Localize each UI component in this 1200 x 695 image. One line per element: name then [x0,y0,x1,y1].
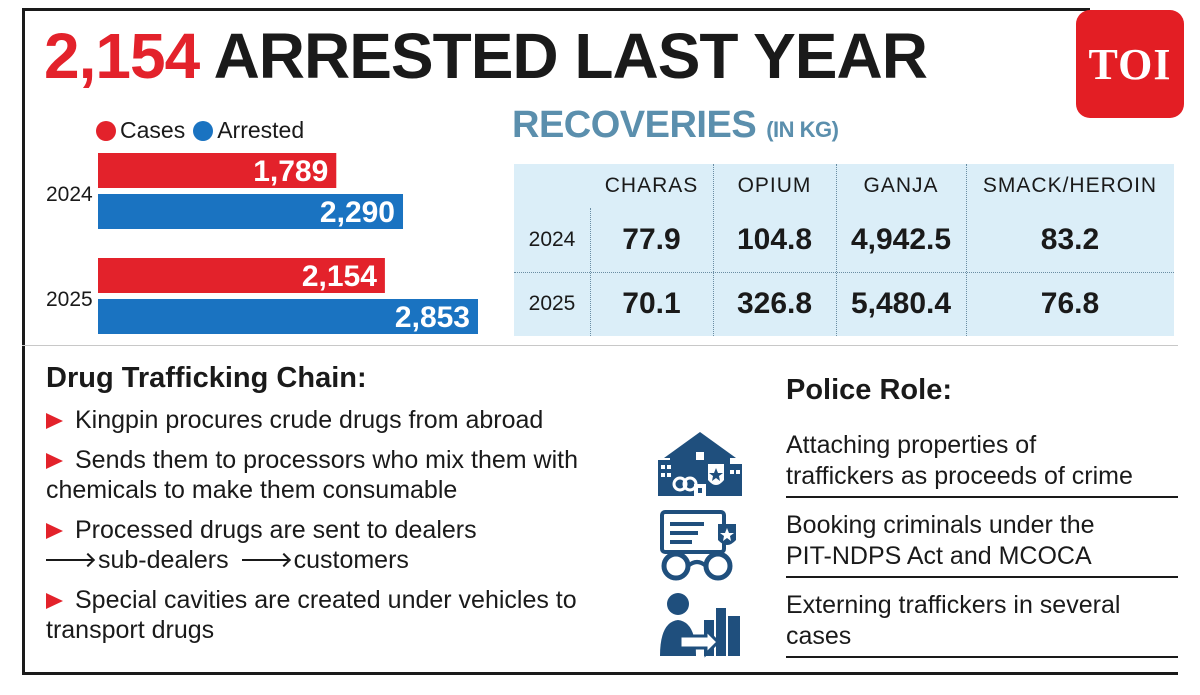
bottom-rule [22,672,1178,675]
bar-value-label: 1,789 [253,155,328,188]
bar-arrested-2024 [98,194,404,229]
table-cell: 4,942.5 [850,223,952,256]
table-row-year: 2025 [528,292,576,315]
headline-text: ARRESTED LAST YEAR [213,20,928,92]
legend-label-arrested: Arrested [217,117,305,143]
section-divider [22,345,1178,346]
chain-item-sub1: sub-dealers [98,546,229,574]
table-row: 2024 77.9 104.8 4,942.5 83.2 [514,208,1174,272]
table-header-opium: OPIUM [737,174,812,197]
externment-icon [660,593,740,658]
chart-legend: Cases Arrested [96,117,312,144]
legend-swatch-cases [96,120,116,141]
police-role-underline [786,496,1178,498]
police-role-text: Externing traffickers in several cases [786,591,1121,650]
list-item: Processed drugs are sent to dealers sub-… [46,515,606,575]
police-role-underline [786,656,1178,658]
table-cell: 77.9 [622,223,681,256]
table-cell: 104.8 [736,223,813,256]
table-col-divider [836,164,837,336]
red-arrow-icon [46,413,63,429]
table-cell: 70.1 [622,287,681,320]
recoveries-title-text: RECOVERIES [512,104,757,146]
red-arrow-icon [46,523,63,539]
property-seizure-icon [658,432,742,496]
table-col-divider [713,164,714,336]
headline: 2,154 ARRESTED LAST YEAR [44,14,928,98]
legend-item-cases: Cases [96,117,185,144]
bar-value-label: 2,290 [320,196,395,229]
table-cell: 83.2 [1040,223,1100,256]
list-item: Kingpin procures crude drugs from abroad [46,405,606,435]
year-label-2025: 2025 [46,288,93,311]
recoveries-title: RECOVERIES (IN KG) [512,104,839,147]
police-role-text: Booking criminals under the PIT-NDPS Act… [786,511,1095,570]
chain-item-text: Kingpin procures crude drugs from abroad [75,406,544,434]
toi-logo: TOI [1076,10,1184,118]
table-row-divider [514,272,1174,273]
red-arrow-icon [46,593,63,609]
table-header-year [514,164,590,208]
recoveries-unit: (IN KG) [766,117,839,142]
bar-value-label: 2,154 [302,260,377,293]
police-role-title: Police Role: [786,374,952,406]
long-arrow-icon [46,559,92,561]
list-item: Special cavities are created under vehic… [46,585,606,645]
cases-arrested-bar-chart: 2024 1,789 2,290 2025 2,154 2,853 [46,153,478,334]
headline-number: 2,154 [44,20,200,92]
bar-cases-2025 [98,258,385,293]
chain-item-text: Special cavities are created under vehic… [46,586,577,644]
chain-item-text: Processed drugs are sent to dealers [75,516,477,544]
list-item: Sends them to processors who mix them wi… [46,445,606,505]
chain-item-sub2: customers [293,546,409,574]
chain-item-text: Sends them to processors who mix them wi… [46,446,578,504]
table-cell: 76.8 [1040,287,1100,320]
table-header-smack-heroin: SMACK/HEROIN [982,174,1158,197]
toi-logo-text: TOI [1088,39,1172,89]
legend-item-arrested: Arrested [193,117,304,144]
long-arrow-icon [241,559,288,561]
bar-arrested-2025 [98,299,478,334]
table-header-row: CHARAS OPIUM GANJA SMACK/HEROIN [514,164,1174,208]
handcuffs-document-icon [660,510,736,581]
top-rule [22,8,1090,11]
table-cell: 326.8 [736,287,813,320]
police-role-text: Attaching properties of traffickers as p… [786,431,1133,490]
legend-swatch-arrested [193,120,214,141]
table-header-ganja: GANJA [863,174,939,197]
chain-title: Drug Trafficking Chain: [46,362,367,394]
table-header-charas: CHARAS [604,174,699,197]
bar-cases-2024 [98,153,337,188]
table-row-year: 2024 [528,228,576,251]
legend-label-cases: Cases [120,117,186,143]
year-label-2024: 2024 [46,183,93,206]
table-col-divider [966,164,967,336]
bar-value-label: 2,853 [395,301,470,334]
recoveries-table: CHARAS OPIUM GANJA SMACK/HEROIN 2024 77.… [514,164,1174,336]
chain-list: Kingpin procures crude drugs from abroad… [46,405,606,655]
red-arrow-icon [46,453,63,469]
table-cell: 5,480.4 [850,287,952,320]
table-col-divider [590,208,591,336]
table-row: 2025 70.1 326.8 5,480.4 76.8 [514,272,1174,336]
police-role-underline [786,576,1178,578]
left-rule [22,8,25,675]
